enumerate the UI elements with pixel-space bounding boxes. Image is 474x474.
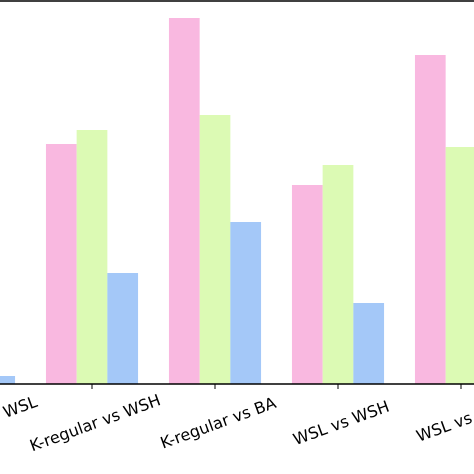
bar xyxy=(353,303,385,384)
bar xyxy=(199,115,231,384)
x-tick-label: WSL vs xyxy=(414,408,474,446)
bar xyxy=(45,144,77,384)
bar xyxy=(291,185,323,384)
bar xyxy=(414,55,446,384)
bar xyxy=(107,273,139,384)
bar xyxy=(0,376,16,384)
bar xyxy=(322,165,354,384)
bar xyxy=(76,130,108,384)
x-tick-label: K-regular vs WSH xyxy=(27,390,163,455)
x-tick-label: K-regular vs BA xyxy=(158,393,279,452)
x-tick-label: WSL vs WSH xyxy=(290,397,391,449)
bar xyxy=(445,147,474,384)
x-tick-label: WSL xyxy=(0,392,39,422)
bar xyxy=(168,18,200,384)
bar xyxy=(230,222,262,384)
